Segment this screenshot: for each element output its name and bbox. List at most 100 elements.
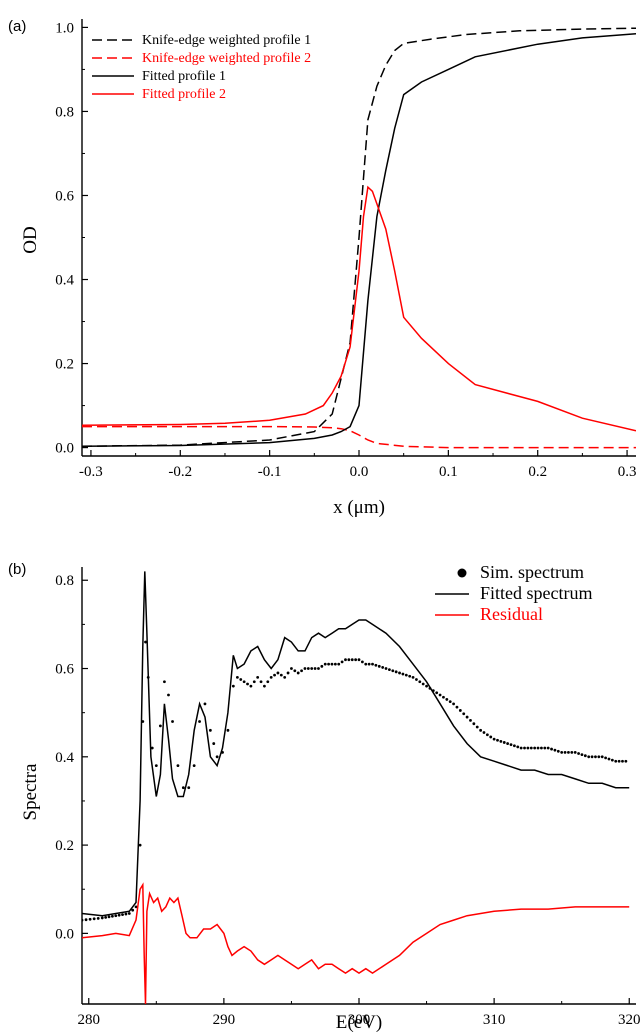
- data-point: [131, 908, 135, 912]
- data-point: [388, 668, 391, 672]
- data-point: [398, 671, 401, 675]
- data-point: [167, 693, 170, 697]
- x-tick-label: -0.3: [79, 464, 103, 480]
- data-point: [600, 755, 604, 759]
- data-point: [114, 914, 118, 918]
- data-point: [158, 724, 162, 728]
- data-point: [235, 675, 239, 679]
- data-point: [543, 746, 547, 750]
- data-point: [367, 662, 371, 666]
- data-point: [604, 756, 607, 760]
- data-point: [354, 658, 358, 662]
- data-point: [171, 720, 174, 723]
- y-tick-label: 0.2: [55, 357, 74, 373]
- data-point: [337, 662, 341, 666]
- panel-label: (b): [8, 561, 26, 578]
- data-point: [323, 662, 327, 666]
- x-tick-label: 0.3: [618, 464, 637, 480]
- data-point: [546, 746, 550, 750]
- data-point: [472, 722, 476, 726]
- data-point: [208, 728, 212, 732]
- y-tick-label: 0.0: [55, 441, 74, 457]
- data-point: [573, 750, 577, 754]
- data-point: [279, 673, 283, 677]
- data-point: [192, 764, 196, 768]
- data-point: [313, 667, 317, 670]
- y-axis-title: OD: [20, 226, 41, 253]
- data-point: [100, 916, 104, 920]
- data-point: [96, 916, 100, 920]
- data-point: [533, 746, 537, 750]
- data-point: [506, 742, 510, 745]
- data-point: [553, 748, 557, 752]
- data-point: [492, 737, 496, 741]
- data-point: [176, 764, 180, 768]
- data-point: [496, 738, 499, 742]
- data-point: [381, 666, 385, 669]
- x-tick-label: 0.1: [439, 464, 458, 480]
- data-point: [269, 675, 273, 679]
- data-point: [296, 671, 300, 675]
- y-tick-label: 0.4: [55, 750, 74, 766]
- data-point: [203, 702, 207, 706]
- data-point: [594, 755, 597, 759]
- data-point: [438, 693, 442, 697]
- data-point: [187, 786, 191, 790]
- data-point: [357, 658, 361, 662]
- data-point: [418, 680, 422, 684]
- data-point: [82, 918, 84, 922]
- data-point: [394, 670, 398, 674]
- data-point: [215, 755, 219, 759]
- series-line-knife-edge-weighted-profile-1: [82, 27, 636, 448]
- data-point: [127, 912, 131, 915]
- x-tick-label: 280: [78, 1012, 101, 1028]
- data-point: [607, 757, 611, 761]
- legend-label-knife-edge-weighted-profile-2: Knife-edge weighted profile 2: [142, 51, 311, 66]
- data-point: [246, 682, 249, 686]
- panel-b-chart: (b) 280 290 300 310 320 0.0 0.2 0.4 0.6 0.8 E(eV) Sp…: [8, 561, 640, 1032]
- data-point: [516, 745, 520, 749]
- data-point: [330, 662, 334, 666]
- y-axis-title: Spectra: [20, 763, 41, 821]
- data-point: [252, 680, 256, 684]
- data-point: [198, 720, 201, 723]
- panel-label: (a): [8, 18, 26, 35]
- data-point: [92, 917, 96, 921]
- data-point: [226, 728, 230, 732]
- y-tick-label: 0.2: [55, 838, 74, 854]
- data-point: [266, 680, 270, 684]
- data-point: [111, 914, 114, 918]
- y-tick-label: 0.8: [55, 104, 74, 120]
- data-point: [239, 678, 243, 681]
- data-point: [458, 709, 462, 712]
- data-point: [479, 728, 483, 732]
- y-tick-label: 0.6: [55, 662, 74, 678]
- data-point: [344, 658, 347, 662]
- data-point: [567, 750, 570, 754]
- data-point: [303, 667, 307, 670]
- x-tick-label: 0.0: [350, 464, 369, 480]
- data-point: [570, 750, 574, 754]
- data-point: [482, 731, 486, 734]
- data-point: [256, 675, 260, 679]
- data-point: [462, 712, 466, 716]
- data-point: [617, 759, 621, 763]
- data-point: [401, 672, 405, 676]
- data-point: [587, 755, 591, 759]
- data-point: [415, 678, 418, 681]
- data-point: [475, 725, 479, 729]
- data-point: [577, 752, 580, 755]
- legend-label-fitted-profile-2: Fitted profile 2: [142, 87, 226, 102]
- series-line-knife-edge-weighted-profile-2: [82, 425, 636, 449]
- data-point: [469, 718, 472, 722]
- x-tick-label: -0.1: [258, 464, 282, 480]
- data-point: [421, 682, 425, 686]
- data-point: [519, 746, 523, 750]
- data-point: [259, 680, 263, 684]
- series-sim-spectrum: [82, 640, 628, 922]
- data-point: [448, 700, 452, 704]
- x-tick-label: 0.2: [528, 464, 547, 480]
- y-tick-label: 0.4: [55, 273, 74, 289]
